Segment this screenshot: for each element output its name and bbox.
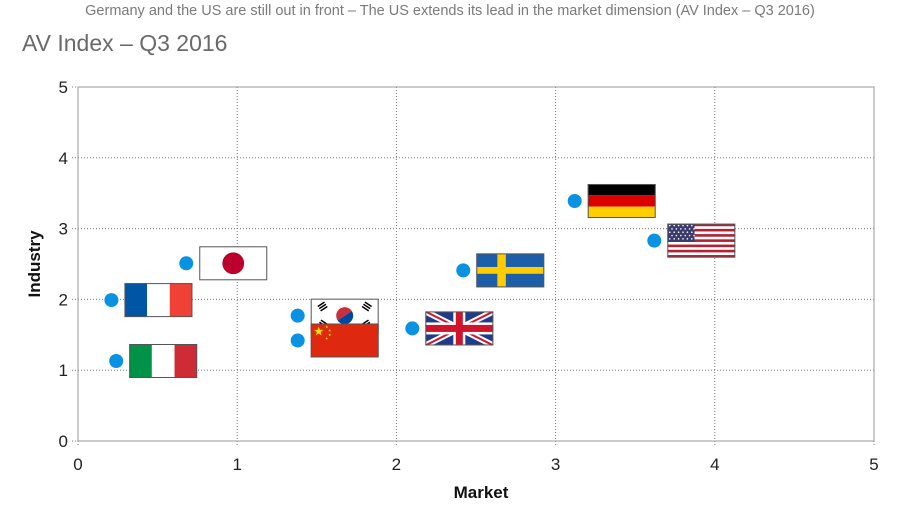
chart-subtitle: Germany and the US are still out in fron… — [85, 3, 815, 19]
x-tick-label: 5 — [869, 455, 878, 474]
data-point — [567, 193, 582, 208]
data-point — [109, 353, 124, 368]
plot-area — [77, 86, 875, 442]
italy-flag — [129, 343, 198, 378]
grid-lines — [72, 86, 875, 447]
flag-markers — [124, 183, 736, 378]
x-tick-label: 3 — [551, 455, 560, 474]
data-point — [290, 308, 305, 323]
data-point — [405, 321, 420, 336]
x-tick-label: 1 — [232, 455, 241, 474]
france-flag — [124, 283, 193, 318]
data-points — [104, 193, 662, 368]
y-tick-label: 4 — [59, 149, 68, 168]
sweden-flag — [476, 253, 545, 288]
uk-flag — [425, 311, 494, 346]
data-point — [456, 263, 471, 278]
x-tick-label: 4 — [710, 455, 719, 474]
y-axis-label: Industry — [25, 230, 44, 298]
data-point — [647, 233, 662, 248]
data-point — [104, 293, 119, 308]
chart-title: AV Index – Q3 2016 — [22, 30, 228, 56]
x-tick-label: 0 — [73, 455, 82, 474]
usa-flag — [667, 223, 736, 258]
data-point — [179, 256, 194, 271]
y-tick-labels: 0 1 2 3 4 5 — [59, 78, 68, 451]
x-axis-label: Market — [454, 483, 509, 502]
data-point — [290, 333, 305, 348]
japan-flag — [199, 246, 268, 281]
y-tick-label: 5 — [59, 78, 68, 97]
x-tick-labels: 0 1 2 3 4 5 — [73, 455, 878, 474]
germany-flag — [587, 183, 656, 218]
y-tick-label: 1 — [59, 361, 68, 380]
y-tick-label: 0 — [59, 432, 68, 451]
y-tick-label: 3 — [59, 220, 68, 239]
x-tick-label: 2 — [392, 455, 401, 474]
y-tick-label: 2 — [59, 290, 68, 309]
china-flag — [310, 323, 379, 358]
